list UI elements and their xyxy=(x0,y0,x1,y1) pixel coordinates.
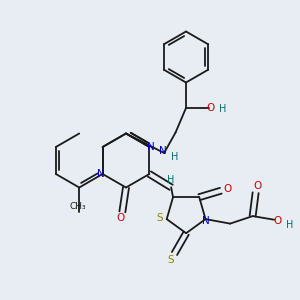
Text: H: H xyxy=(286,220,293,230)
Text: S: S xyxy=(168,255,174,265)
Text: S: S xyxy=(157,213,164,223)
Text: O: O xyxy=(207,103,215,113)
Text: H: H xyxy=(167,175,175,185)
Text: O: O xyxy=(253,181,261,191)
Text: N: N xyxy=(159,146,167,157)
Text: H: H xyxy=(171,152,178,163)
Text: O: O xyxy=(223,184,232,194)
Text: O: O xyxy=(273,216,281,226)
Text: O: O xyxy=(117,213,125,224)
Text: N: N xyxy=(97,169,105,179)
Text: H: H xyxy=(219,104,226,115)
Text: N: N xyxy=(202,216,209,226)
Text: CH₃: CH₃ xyxy=(69,202,86,211)
Text: N: N xyxy=(147,142,155,152)
